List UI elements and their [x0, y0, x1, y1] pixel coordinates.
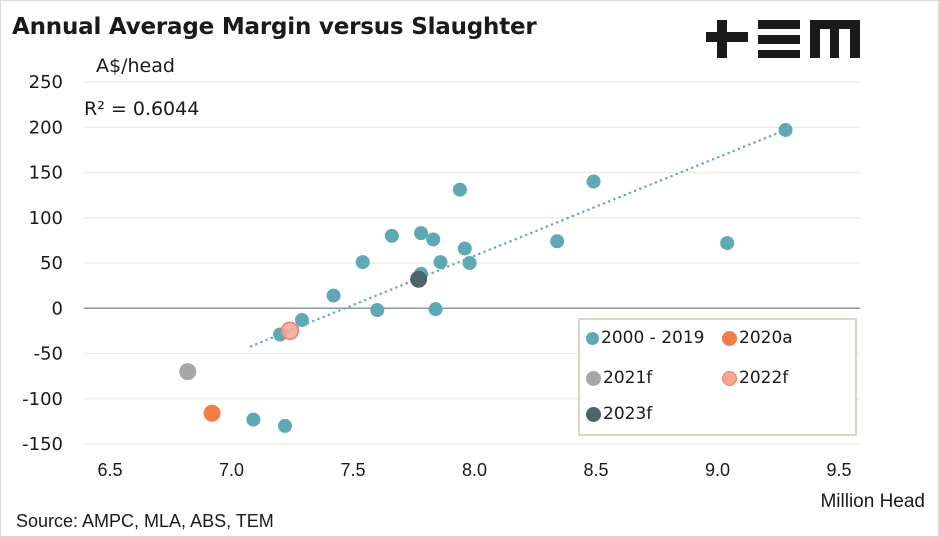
legend-marker	[586, 406, 601, 422]
trendline-group	[249, 128, 787, 348]
data-point-2022f	[280, 321, 300, 341]
legend-label: 2022f	[739, 368, 789, 388]
legend-label: 2020a	[739, 328, 793, 348]
y-tick-label: 250	[29, 72, 63, 93]
x-tick-label: 8.5	[583, 460, 608, 480]
data-point-2000-2019	[550, 234, 565, 249]
y-tick-label: 100	[29, 208, 63, 229]
chart-title: Annual Average Margin versus Slaughter	[12, 14, 537, 40]
data-point-2000-2019	[452, 182, 467, 197]
data-point-2000-2019	[414, 226, 429, 241]
r-squared-annotation: R² = 0.6044	[84, 98, 200, 120]
x-axis-label: Million Head	[820, 491, 925, 512]
data-point-2000-2019	[433, 255, 448, 270]
data-point-2000-2019	[326, 288, 341, 303]
legend-marker	[722, 370, 737, 386]
x-tick-label: 8.0	[462, 460, 487, 480]
y-tick-label: 50	[40, 253, 63, 274]
y-tick-label: 0	[52, 298, 63, 319]
legend-item: 2022f	[722, 368, 788, 388]
data-point-2000-2019	[384, 228, 399, 243]
legend-label: 2023f	[603, 404, 653, 424]
data-point-2000-2019	[426, 232, 441, 247]
legend-item: 2023f	[586, 404, 652, 424]
data-point-2000-2019	[277, 418, 292, 433]
data-point-2021f	[179, 363, 197, 381]
legend-marker	[586, 331, 599, 345]
data-point-2000-2019	[246, 412, 261, 427]
brand-logo	[706, 20, 860, 58]
data-points	[179, 122, 793, 433]
equals-icon	[758, 20, 800, 58]
x-axis-ticks: 6.5 7.0 7.5 8.0 8.5 9.0 9.5	[97, 460, 851, 480]
data-point-2000-2019	[457, 241, 472, 256]
data-point-2000-2019	[294, 313, 309, 328]
data-point-2023f	[410, 270, 428, 288]
legend-label: 2000 - 2019	[601, 328, 705, 348]
data-point-2000-2019	[428, 302, 443, 317]
legend: 2000 - 2019 2020a 2021f 2022f 2023f	[578, 318, 857, 436]
source-note: Source: AMPC, MLA, ABS, TEM	[16, 511, 274, 531]
legend-marker	[722, 330, 737, 346]
x-tick-label: 7.5	[340, 460, 365, 480]
x-tick-label: 7.0	[219, 460, 244, 480]
gridlines	[84, 81, 860, 445]
plus-icon	[706, 20, 748, 58]
x-tick-label: 9.0	[705, 460, 730, 480]
legend-label: 2021f	[603, 368, 653, 388]
data-point-2000-2019	[370, 303, 385, 318]
legend-item: 2021f	[586, 368, 652, 388]
legend-item: 2000 - 2019	[586, 328, 704, 348]
legend-item: 2020a	[722, 328, 793, 348]
data-point-2000-2019	[778, 122, 793, 137]
data-point-2000-2019	[586, 174, 601, 189]
y-tick-label: -150	[22, 434, 63, 455]
m-icon	[810, 20, 860, 58]
trendline	[249, 128, 787, 348]
data-point-2000-2019	[720, 236, 735, 251]
legend-marker	[586, 370, 601, 386]
data-point-2000-2019	[355, 255, 370, 270]
y-tick-label: 200	[29, 117, 63, 138]
y-tick-label: -100	[22, 389, 63, 410]
y-tick-label: 150	[29, 163, 63, 184]
y-axis-label: A$/head	[96, 55, 175, 77]
x-tick-label: 6.5	[97, 460, 122, 480]
y-tick-label: -50	[34, 344, 63, 365]
x-tick-label: 9.5	[826, 460, 851, 480]
data-point-2000-2019	[462, 256, 477, 270]
data-point-2020a	[203, 404, 221, 422]
y-axis-ticks: 250 200 150 100 50 0 -50 -100 -150	[22, 72, 63, 455]
